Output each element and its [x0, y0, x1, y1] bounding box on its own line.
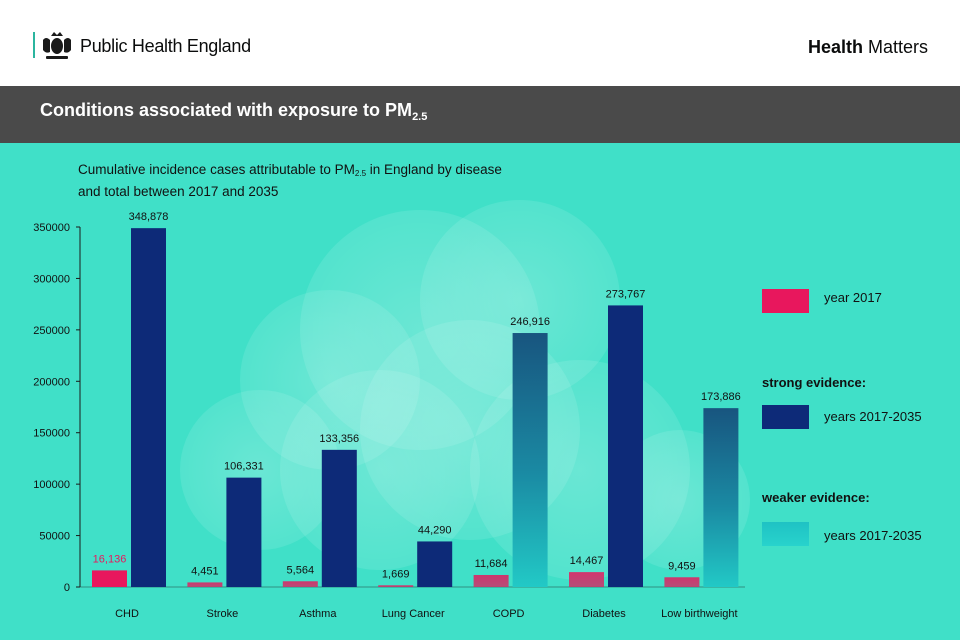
header-bar: Public Health England Health Matters [0, 0, 960, 86]
bar-total-label: 348,878 [129, 211, 169, 223]
brand-health-matters: Health Matters [808, 37, 928, 58]
bar-total-label: 44,290 [418, 524, 452, 536]
bar-2017 [187, 582, 223, 587]
brand-bold: Health [807, 37, 863, 57]
y-tick-label: 100000 [33, 479, 70, 491]
y-tick-label: 0 [64, 582, 70, 594]
bar-2017 [282, 581, 318, 587]
bar-2017-label: 14,467 [570, 555, 604, 567]
bar-2017-label: 5,564 [287, 564, 315, 576]
y-tick-label: 50000 [39, 531, 70, 543]
title-bar: Conditions associated with exposure to P… [0, 86, 960, 143]
page-title-main: Conditions associated with exposure to P… [40, 100, 413, 120]
bar-total-label: 173,886 [701, 391, 741, 403]
bar-2017 [664, 577, 700, 587]
bar-2017-label: 1,669 [382, 568, 410, 580]
bar-2017 [92, 570, 127, 587]
brand-rest: Matters [862, 37, 928, 57]
subtitle-subscript: 2.5 [354, 169, 367, 178]
x-category-label: Lung Cancer [382, 608, 445, 620]
royal-crest-icon [43, 32, 71, 59]
plot-area: 0 50000 100000 150000 200000 250000 300000 3500… [33, 211, 745, 620]
y-tick-label: 300000 [33, 273, 70, 285]
y-tick-label: 350000 [33, 222, 70, 234]
bar-total-strong [321, 449, 357, 587]
y-tick-label: 150000 [33, 428, 70, 440]
page-title-subscript: 2.5 [412, 111, 428, 123]
legend-heading-strong: strong evidence: [762, 375, 867, 390]
chart-subtitle: Cumulative incidence cases attributable … [78, 161, 518, 201]
bar-total-weaker [512, 333, 548, 587]
legend-swatch-strong [762, 405, 809, 429]
x-category-label: Stroke [207, 608, 239, 620]
bar-total-strong [417, 541, 453, 587]
x-category-label: Asthma [299, 608, 337, 620]
x-category-label: Low birthweight [661, 608, 737, 620]
legend-label-weaker: years 2017-2035 [824, 528, 922, 543]
y-tick-label: 250000 [33, 325, 70, 337]
x-category-label: COPD [493, 608, 525, 620]
org-name: Public Health England [80, 36, 251, 56]
header-divider [33, 32, 35, 58]
page-title: Conditions associated with exposure to P… [40, 100, 427, 123]
y-tick-label: 200000 [33, 376, 70, 388]
bar-2017 [473, 574, 509, 587]
bar-total-label: 273,767 [606, 288, 646, 300]
legend-label-year-2017: year 2017 [824, 290, 882, 305]
bar-2017-label: 16,136 [93, 553, 127, 565]
legend-heading-weaker: weaker evidence: [762, 490, 870, 505]
decorative-clouds [180, 200, 750, 580]
bar-2017-label: 11,684 [475, 558, 508, 570]
bar-total-strong [131, 228, 166, 587]
x-category-label: CHD [115, 608, 139, 620]
bar-2017 [569, 572, 604, 587]
subtitle-part2: in England by disease and total between … [78, 162, 502, 199]
bar-2017-label: 4,451 [191, 565, 219, 577]
bar-2017 [378, 585, 414, 587]
bar-total-weaker [703, 408, 739, 587]
legend-swatch-year-2017 [762, 289, 809, 313]
subtitle-part1: Cumulative incidence cases attributable … [78, 162, 355, 177]
bar-total-label: 246,916 [510, 316, 550, 328]
x-category-label: Diabetes [582, 608, 626, 620]
legend-swatch-weaker [762, 522, 809, 546]
bar-total-strong [226, 477, 262, 587]
bar-2017-label: 9,459 [668, 560, 696, 572]
legend-label-strong: years 2017-2035 [824, 409, 922, 424]
bar-total-label: 106,331 [224, 461, 264, 473]
bar-total-strong [608, 305, 643, 587]
bar-total-label: 133,356 [319, 433, 359, 445]
